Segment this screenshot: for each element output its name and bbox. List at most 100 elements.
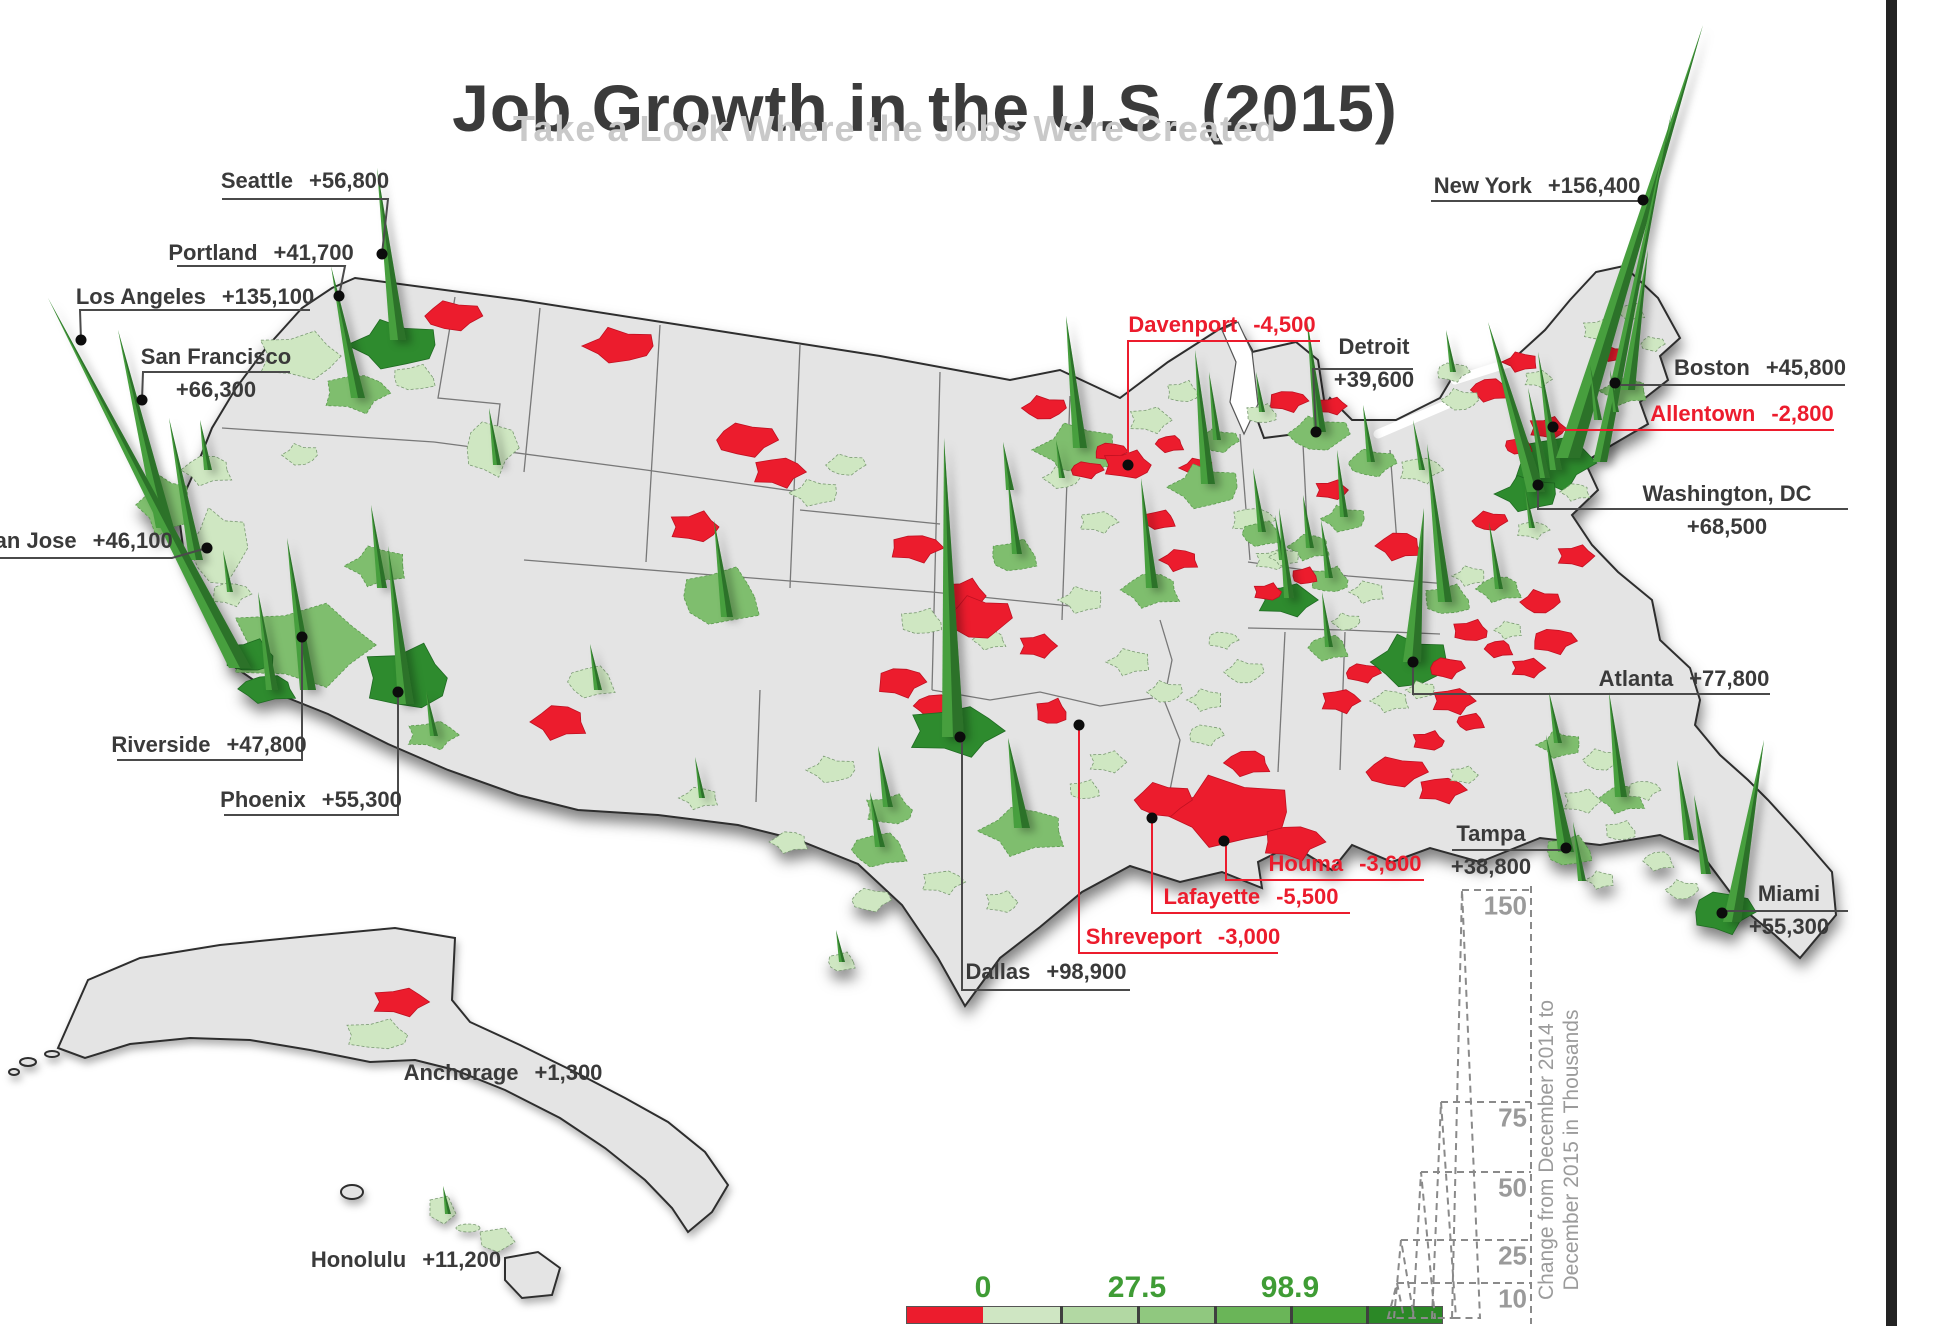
growth-spike-shade	[1003, 442, 1014, 490]
city-value: +47,800	[226, 732, 307, 757]
growth-spike-shade	[426, 690, 438, 736]
growth-spike-shade	[1307, 320, 1326, 432]
color-scale-segment	[1137, 1307, 1214, 1323]
metro-patch	[1456, 712, 1485, 731]
metro-patch	[754, 457, 808, 489]
growth-spike-shade	[1056, 440, 1065, 478]
metro-patch	[1368, 690, 1410, 714]
city-value: +1,300	[534, 1060, 603, 1085]
growth-spike	[426, 690, 438, 736]
city-value: -3,000	[1217, 924, 1281, 949]
growth-spike-shade	[1732, 740, 1764, 922]
growth-spike-shade	[388, 546, 414, 704]
city-name: Phoenix	[220, 787, 306, 812]
anchor-dot	[392, 686, 404, 698]
growth-spike	[1307, 320, 1326, 432]
metro-patch	[1089, 750, 1128, 774]
label-leader-lines	[0, 194, 1848, 991]
metro-patch	[825, 453, 867, 476]
growth-spike	[1549, 692, 1562, 743]
metro-patch	[1437, 362, 1471, 383]
city-label-portland: Portland +41,700	[168, 240, 353, 265]
city-label-san-francisco: San Francisco +66,300	[141, 344, 291, 402]
leader-line-phoenix	[224, 692, 399, 816]
lake-erie	[1373, 399, 1453, 439]
metro-patch	[1167, 379, 1198, 403]
growth-spike-shade	[377, 168, 406, 340]
growth-spike	[1593, 110, 1672, 462]
spike-scale-value: 10	[1498, 1283, 1527, 1314]
metro-patch	[1412, 730, 1445, 751]
growth-spike	[377, 168, 406, 340]
growth-spike	[489, 408, 501, 465]
growth-spike-shade	[1600, 110, 1672, 462]
color-scale-tick	[1060, 1306, 1063, 1324]
continental-us-outline	[135, 264, 1838, 1008]
city-value: -5,500	[1276, 884, 1339, 909]
city-label-lafayette: Lafayette -5,500	[1164, 884, 1339, 909]
metro-patch	[891, 535, 945, 564]
metro-patch	[716, 422, 780, 458]
metro-patch	[787, 478, 837, 507]
growth-spike-shade	[1427, 444, 1452, 602]
growth-spike	[1677, 760, 1694, 840]
anchor-dot	[75, 334, 87, 346]
metro-patch	[1640, 336, 1666, 353]
metro-patch	[1557, 544, 1596, 568]
city-name: Anchorage	[403, 1060, 519, 1085]
state-border	[931, 689, 1154, 707]
leader-line-davenport	[1127, 340, 1320, 465]
metro-patch	[1223, 659, 1265, 684]
state-border	[931, 371, 941, 691]
growth-spike-shade	[878, 746, 893, 807]
growth-spike	[1256, 372, 1265, 412]
metro-patch	[921, 870, 967, 896]
city-value: +55,300	[321, 787, 402, 812]
city-value: +77,800	[1689, 666, 1770, 691]
city-value: +45,800	[1765, 355, 1846, 380]
growth-spike-shade	[223, 550, 233, 592]
metro-patch	[1584, 870, 1614, 890]
metro-patch	[1020, 395, 1067, 420]
growth-spike	[371, 505, 387, 588]
metro-patch	[1104, 648, 1150, 677]
growth-spike-shade	[1628, 250, 1648, 390]
metro-patch	[976, 806, 1065, 857]
spike-scale-value: 150	[1483, 890, 1527, 921]
growth-spike-shade	[1008, 738, 1030, 828]
growth-spike	[443, 1186, 451, 1214]
city-label-miami: Miami +55,300	[1749, 881, 1829, 939]
city-name: Houma	[1268, 851, 1344, 876]
growth-spike	[1621, 250, 1648, 390]
anchor-dot	[1073, 719, 1085, 731]
growth-spike	[1321, 520, 1333, 578]
growth-spike	[878, 746, 893, 807]
leader-line-san-jose	[0, 547, 208, 559]
metro-patch	[1129, 406, 1173, 435]
growth-spike	[1209, 372, 1221, 440]
metro-patch	[1345, 663, 1382, 684]
anchor-dot	[1146, 812, 1158, 824]
city-name: Davenport	[1128, 312, 1238, 337]
growth-spike-shade	[1528, 388, 1550, 478]
color-scale-segment	[1060, 1307, 1137, 1323]
growth-spike	[1008, 480, 1022, 554]
metro-patch	[1232, 507, 1277, 535]
city-name: Dallas	[965, 959, 1031, 984]
metro-patch	[1500, 351, 1537, 373]
kauai	[340, 1184, 364, 1200]
metro-patch	[1483, 640, 1514, 659]
growth-spike-shade	[1253, 468, 1266, 532]
metro-patch	[1292, 566, 1318, 585]
growth-spike	[1253, 468, 1266, 532]
color-scale-legend: 0 27.5 98.9	[906, 1271, 1443, 1324]
spike-scale-outline	[1386, 1282, 1406, 1319]
city-label-shreveport: Shreveport -3,000	[1086, 924, 1281, 949]
growth-spike	[1694, 795, 1711, 874]
metro-patch	[1469, 378, 1509, 403]
city-name: New York	[1433, 173, 1532, 198]
axis-label-line2: December 2015 in Thousands	[1560, 1009, 1583, 1291]
leader-line-lafayette	[1151, 820, 1350, 914]
color-scale-segment	[1214, 1307, 1290, 1323]
metro-patch	[1453, 618, 1488, 641]
